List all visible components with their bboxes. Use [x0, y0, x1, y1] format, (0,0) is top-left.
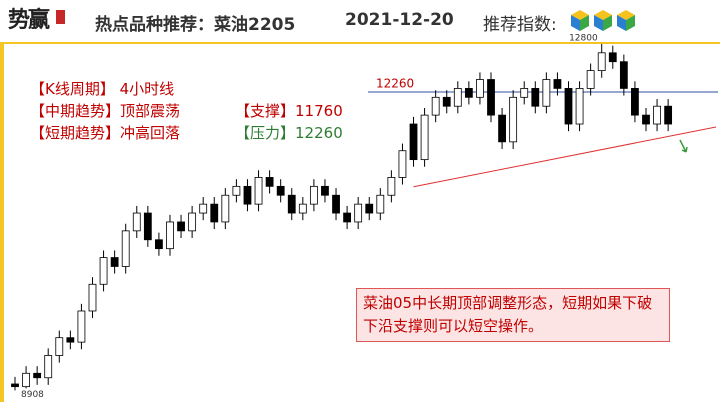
candle-body [564, 88, 573, 125]
logo: 势赢 [8, 7, 50, 33]
max-label: 12800 [569, 33, 598, 43]
candle-body [66, 337, 75, 343]
side-bar [0, 0, 4, 402]
rating-icons [571, 10, 635, 31]
candle-body [531, 88, 540, 107]
candle-body [631, 88, 639, 116]
candle-body [44, 355, 53, 379]
candle-body [199, 203, 208, 214]
candle-body [132, 212, 141, 232]
info-row: 【中期趋势】顶部震荡 [30, 100, 180, 121]
candle-body [343, 212, 352, 223]
logo-seal [56, 10, 65, 24]
candle-body [442, 96, 451, 107]
info-value: 4小时线 [119, 80, 175, 98]
candle-body [77, 310, 86, 343]
cube [571, 10, 589, 31]
candle-body [453, 88, 462, 107]
candle-body [664, 105, 673, 125]
candle-body [586, 70, 595, 89]
candle-body [387, 177, 396, 196]
candle-body [431, 96, 440, 116]
cube [617, 10, 635, 31]
candle-body [22, 372, 30, 388]
candle-body [376, 194, 385, 214]
candle-body [143, 212, 152, 241]
candle-body [33, 372, 42, 379]
candle-body [188, 212, 197, 232]
info-row: 【短期趋势】冲高回落 [30, 122, 180, 143]
info-label: 【中期趋势】 [30, 102, 121, 120]
info-label: 【压力】 [235, 124, 296, 142]
info-value: 顶部震荡 [120, 102, 181, 120]
candle-body [553, 79, 562, 89]
candle-body [276, 185, 285, 196]
candle-body [321, 185, 329, 196]
candle-body [309, 185, 318, 205]
candle-body [464, 88, 473, 98]
info-label: 【短期趋势】 [30, 124, 121, 142]
info-value: 11760 [295, 102, 343, 120]
candle-body [409, 123, 418, 161]
candle-body [487, 79, 495, 116]
candle-body [476, 79, 484, 98]
info-row: 【压力】12260 [235, 122, 343, 143]
candle-body [332, 194, 340, 214]
candle-body [210, 203, 219, 223]
info-label: 【支撑】 [235, 102, 296, 120]
candle-body [287, 194, 296, 214]
candle-body [542, 79, 551, 107]
candle-body [121, 230, 130, 267]
candle-body [298, 203, 307, 214]
candle-body [509, 96, 518, 143]
candle-body [619, 61, 628, 89]
trend-line [413, 126, 717, 188]
candle-body [155, 239, 163, 250]
info-value: 冲高回落 [120, 124, 181, 142]
candle-body [221, 194, 230, 223]
candle-body [99, 257, 108, 285]
candle-body [608, 52, 617, 63]
candle-body [498, 114, 506, 143]
info-value: 12260 [295, 124, 343, 142]
info-row: 【支撑】11760 [235, 100, 343, 121]
min-label: 8908 [21, 390, 44, 400]
candle-body [653, 105, 661, 125]
info-row: 【K线周期】 4小时线 [30, 78, 174, 99]
candle-body [575, 88, 584, 125]
candle-body [88, 283, 97, 312]
title: 热点品种推荐：菜油2205 [95, 15, 296, 35]
cube [594, 10, 612, 31]
candle-body [243, 185, 252, 205]
resistance-label: 12260 [376, 76, 414, 90]
candle-body [365, 203, 374, 214]
candle-body [398, 150, 407, 178]
candle-body [110, 257, 119, 267]
header: 势赢 热点品种推荐：菜油2205 2021-12-20 推荐指数: [0, 0, 720, 44]
candle-body [55, 337, 64, 356]
candle-body [177, 221, 185, 232]
note: 菜油05中长期顶部调整形态，短期如果下破下沿支撑则可以短空操作。 [356, 288, 670, 342]
arrow [679, 139, 688, 153]
candle-body [232, 185, 241, 196]
candle-body [354, 203, 363, 223]
candle-body [11, 383, 19, 388]
candle-body [420, 114, 429, 161]
candle-body [166, 221, 174, 250]
candle-body [520, 88, 529, 98]
date: 2021-12-20 [345, 10, 454, 30]
candle-body [265, 177, 274, 187]
rating-label: 推荐指数: [483, 15, 557, 35]
candle-body [642, 114, 650, 125]
info-label: 【K线周期】 [30, 80, 115, 98]
candle-body [254, 177, 263, 205]
candle-body [597, 52, 606, 72]
